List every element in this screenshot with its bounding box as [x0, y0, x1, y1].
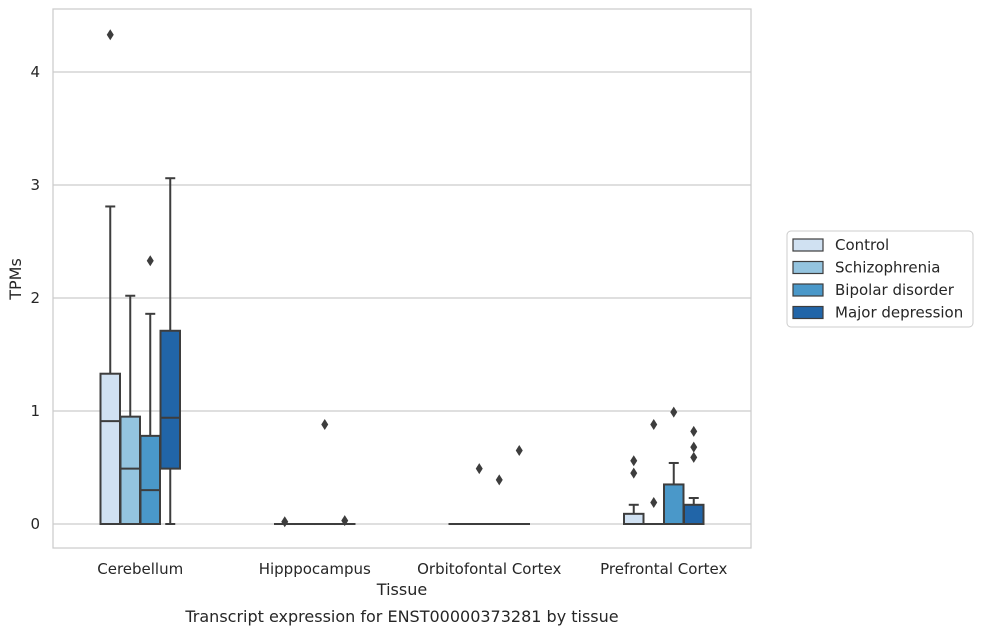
- y-axis-title: TPMs: [6, 258, 25, 301]
- legend-frame: [786, 230, 974, 328]
- outlier-point: [690, 451, 698, 463]
- outlier-point: [146, 255, 154, 267]
- legend-swatch: [792, 283, 824, 297]
- y-tick-label: 3: [30, 176, 40, 194]
- y-tick-label: 4: [30, 63, 40, 81]
- legend-label: Schizophrenia: [835, 259, 940, 277]
- box-3-3: [683, 425, 705, 526]
- outlier-point: [630, 455, 638, 467]
- outlier-point: [650, 419, 658, 431]
- x-tick-label: Prefrontal Cortex: [600, 560, 727, 578]
- boxes: [99, 29, 705, 528]
- outlier-point: [106, 29, 114, 41]
- box-2-3: [663, 406, 685, 526]
- box-body: [623, 512, 645, 526]
- box-body: [663, 483, 685, 526]
- box-0-3: [623, 455, 645, 526]
- outlier-point: [495, 474, 503, 486]
- legend-swatch: [792, 238, 824, 252]
- outlier-point: [281, 516, 289, 528]
- outlier-point: [515, 445, 523, 457]
- chart-caption: Transcript expression for ENST0000037328…: [184, 607, 618, 626]
- outlier-point: [475, 463, 483, 475]
- box-2-0: [139, 255, 161, 525]
- box-body: [119, 415, 141, 525]
- legend-label: Control: [835, 236, 889, 254]
- box-3-1: [334, 515, 356, 527]
- y-tick-label: 1: [30, 402, 40, 420]
- box-0-0: [99, 29, 121, 525]
- x-tick-label: Hipppocampus: [259, 560, 371, 578]
- x-tick-label: Cerebellum: [97, 560, 183, 578]
- box-1-3: [643, 419, 665, 526]
- y-tick-label: 2: [30, 289, 40, 307]
- legend: Control Schizophrenia Bipolar disorder Majo…: [786, 230, 974, 328]
- box-0-1: [274, 516, 296, 528]
- box-body: [99, 372, 121, 525]
- legend-label: Bipolar disorder: [835, 281, 955, 299]
- x-axis-title: Tissue: [376, 580, 427, 599]
- outlier-point: [630, 467, 638, 479]
- y-tick-label: 0: [30, 515, 40, 533]
- box-1-0: [119, 294, 141, 525]
- box-2-2: [488, 474, 510, 526]
- x-tick-labels: Cerebellum Hipppocampus Orbitofontal Corte…: [97, 560, 727, 578]
- outlier-point: [650, 497, 658, 509]
- outlier-point: [690, 425, 698, 437]
- box-2-1: [314, 419, 336, 526]
- plot-area-frame: [52, 8, 752, 549]
- x-tick-label: Orbitofontal Cortex: [417, 560, 561, 578]
- y-tick-labels: 0 1 2 3 4: [30, 63, 40, 533]
- legend-swatch: [792, 305, 824, 320]
- box-1-2: [468, 463, 490, 526]
- box-3-0: [159, 177, 181, 525]
- box-body: [139, 434, 161, 525]
- outlier-point: [670, 406, 678, 418]
- outlier-point: [321, 419, 329, 431]
- box-body: [683, 503, 705, 526]
- legend-label: Major depression: [835, 304, 963, 322]
- box-3-2: [508, 445, 530, 526]
- legend-swatch: [792, 260, 824, 275]
- outlier-point: [341, 515, 349, 527]
- box-body: [159, 329, 181, 470]
- outlier-point: [690, 441, 698, 453]
